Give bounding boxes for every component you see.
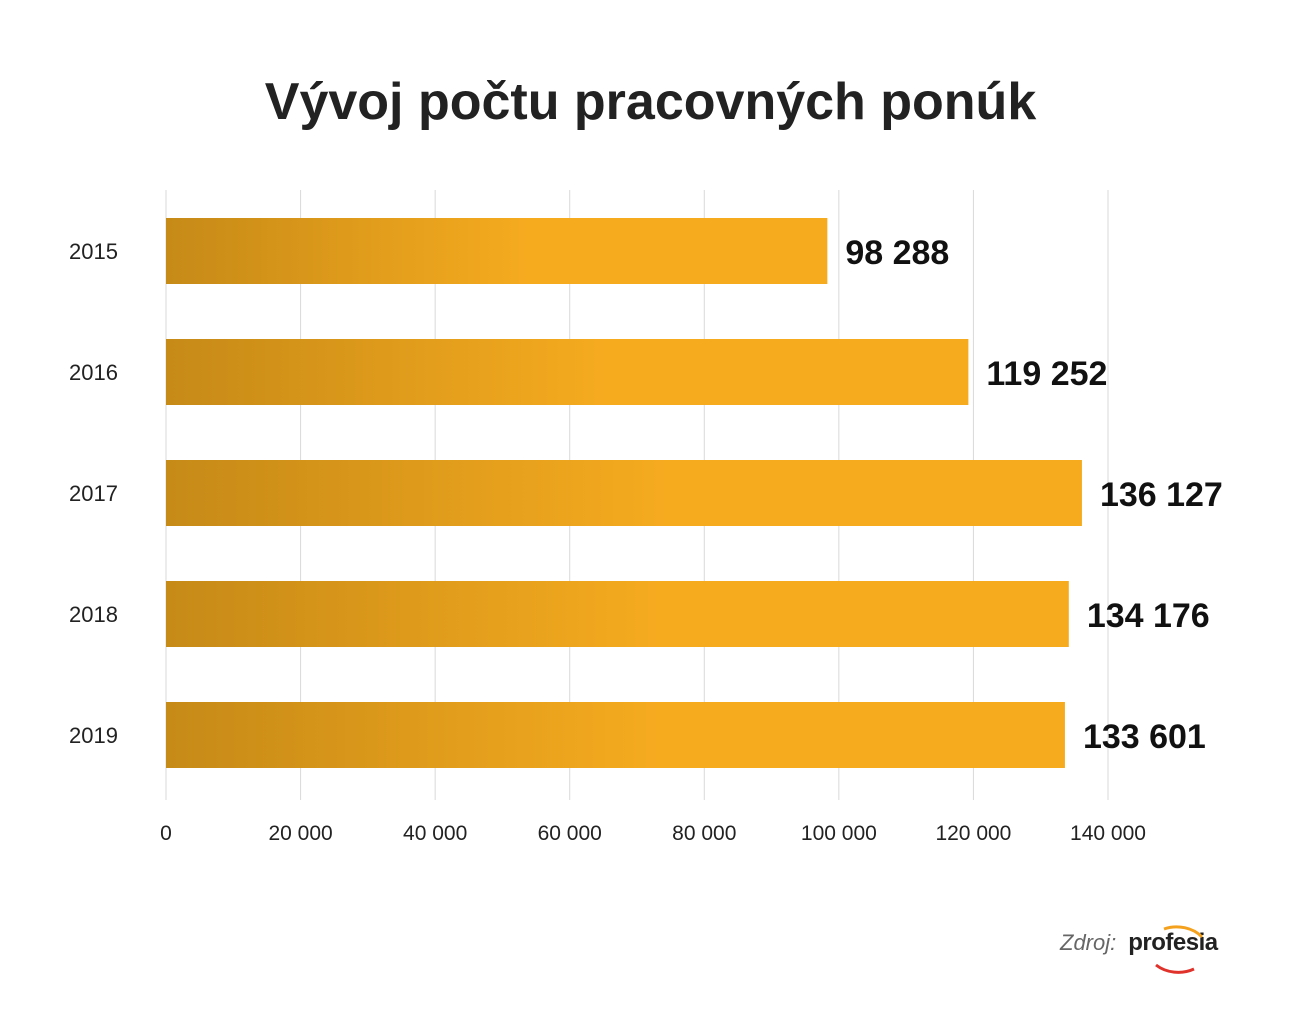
x-tick-label: 0 — [160, 822, 172, 845]
logo-arc-icon — [1155, 925, 1204, 974]
profesia-logo: profesia — [1128, 925, 1218, 974]
x-tick-label: 100 000 — [801, 822, 877, 845]
category-label: 2019 — [69, 723, 118, 748]
data-label: 98 288 — [845, 234, 949, 272]
labels: 0 20 000 40 000 60 000 80 000 100 000 120 000 1… — [69, 234, 1223, 845]
logo-text: profesia — [1128, 929, 1218, 956]
x-tick-label: 120 000 — [935, 822, 1011, 845]
x-tick-label: 140 000 — [1070, 822, 1146, 845]
bar — [166, 702, 1065, 768]
x-tick-label: 40 000 — [403, 822, 467, 845]
bar — [166, 581, 1069, 647]
source-label: Zdroj: — [1060, 930, 1117, 955]
data-label: 133 601 — [1083, 718, 1206, 756]
bar — [166, 218, 828, 284]
data-label: 136 127 — [1100, 476, 1223, 514]
source-credit: Zdroj: profesia — [1060, 918, 1218, 974]
category-label: 2018 — [69, 602, 118, 627]
category-label: 2016 — [69, 360, 118, 385]
x-tick-label: 20 000 — [268, 822, 332, 845]
bars — [166, 218, 1082, 768]
bar — [166, 339, 969, 405]
x-tick-label: 60 000 — [538, 822, 602, 845]
chart-title: Vývoj počtu pracovných ponúk — [264, 73, 1037, 131]
data-label: 134 176 — [1087, 597, 1210, 635]
category-label: 2017 — [69, 481, 118, 506]
category-label: 2015 — [69, 239, 118, 264]
data-label: 119 252 — [986, 355, 1107, 393]
x-tick-label: 80 000 — [672, 822, 736, 845]
bar — [166, 460, 1082, 526]
